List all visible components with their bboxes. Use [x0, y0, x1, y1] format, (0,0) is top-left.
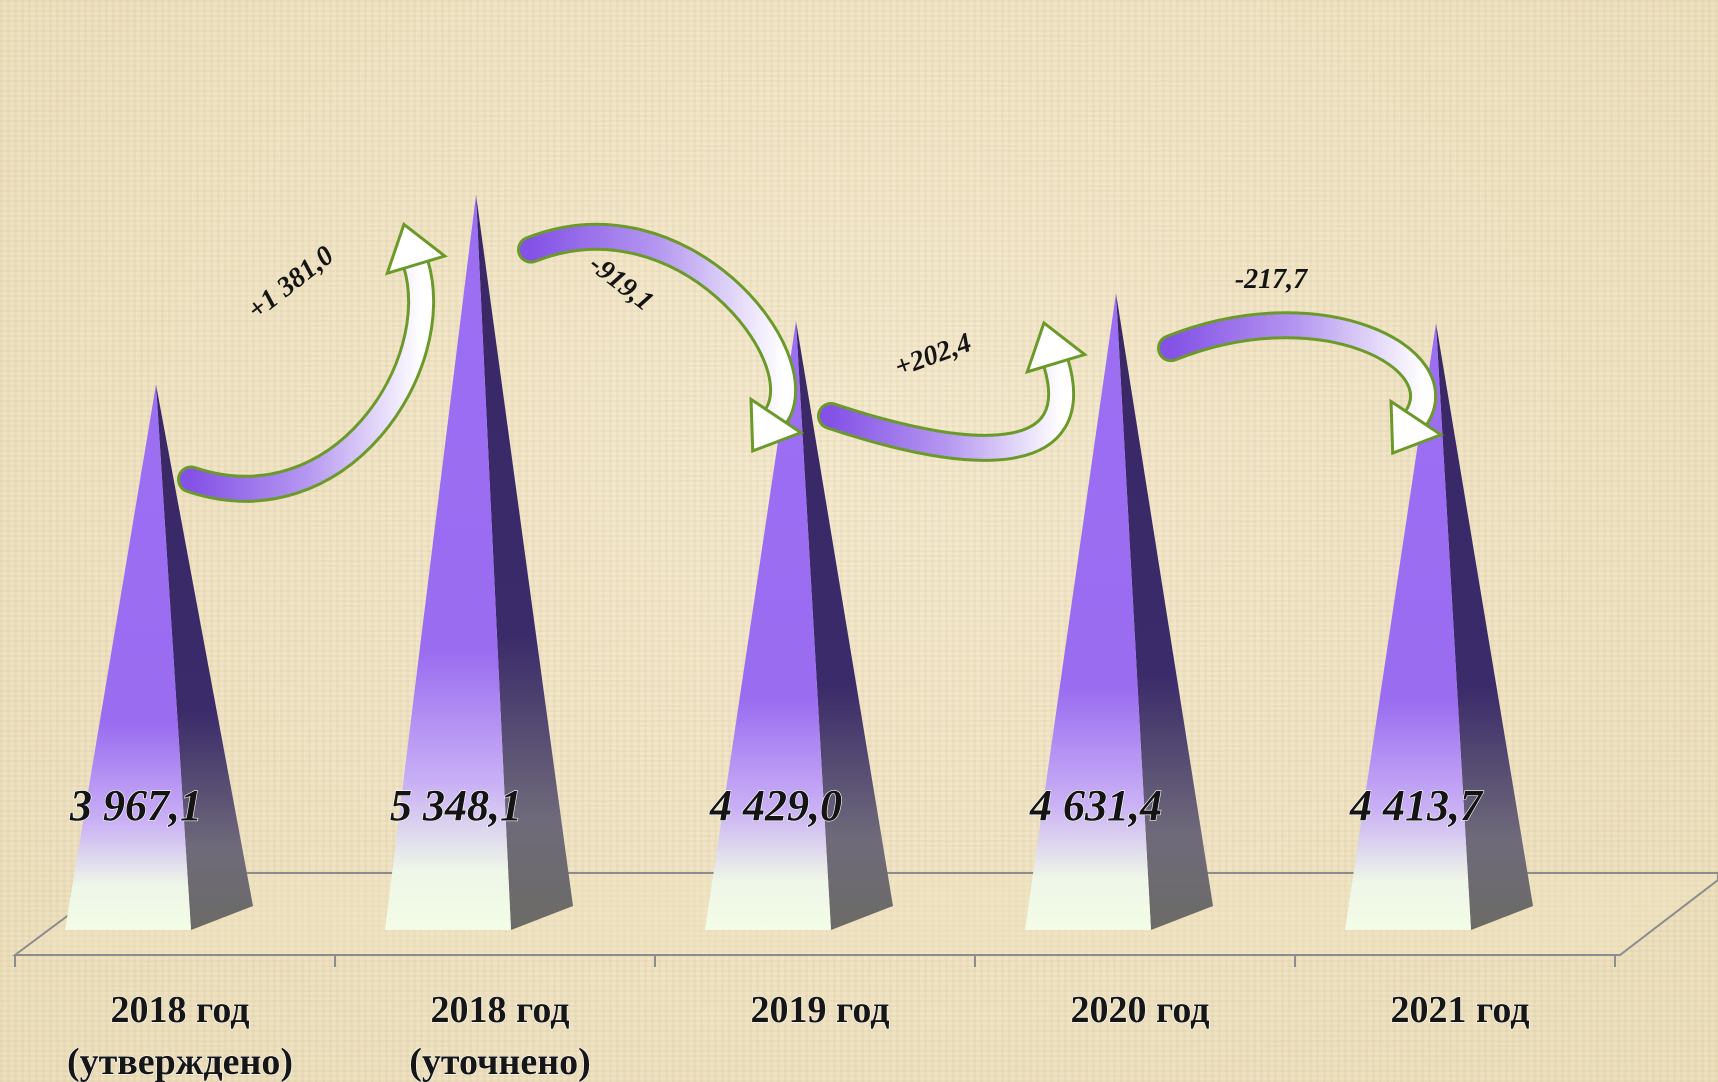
bar-value-label: 3 967,1 [69, 781, 202, 830]
arrow-head [1024, 320, 1088, 375]
bar-value-label: 4 429,0 [709, 781, 842, 830]
bar-side-face [156, 384, 253, 930]
bar [65, 384, 253, 930]
bar [385, 194, 573, 931]
bar-front-face [705, 321, 831, 930]
bar-side-face [796, 321, 893, 930]
bar [705, 321, 893, 930]
category-label: (уточнено) [409, 1041, 591, 1082]
bar-value-label: 5 348,1 [390, 781, 522, 830]
arrow-body [180, 253, 432, 500]
arrow-body [820, 352, 1073, 459]
bars-group [65, 194, 1533, 931]
arrow-body [520, 225, 795, 428]
change-label: -217,7 [1235, 264, 1308, 295]
arrow-body [1160, 314, 1434, 430]
bar-side-face [476, 194, 573, 931]
bar-value-label: 4 631,4 [1029, 781, 1162, 830]
category-label: 2018 год [431, 989, 570, 1031]
labels-group: 3 967,1 2018 год (утверждено) 5 348,1 2018 г… [66, 240, 1530, 1082]
change-arrow [817, 320, 1088, 462]
arrow-body-outline [177, 250, 435, 503]
bar [1025, 293, 1213, 930]
category-label: 2020 год [1071, 989, 1210, 1031]
bar-side-face [1116, 293, 1213, 930]
change-arrow [1157, 311, 1445, 456]
arrow-head [1389, 398, 1445, 456]
arrow-head [384, 221, 448, 276]
bar-side-face [1436, 323, 1533, 931]
change-arrow [517, 222, 805, 454]
bar-front-face [385, 194, 511, 931]
category-label: 2021 год [1391, 989, 1530, 1031]
bar-front-face [1025, 293, 1151, 930]
category-label: (утверждено) [67, 1041, 293, 1082]
change-arrow [177, 221, 448, 503]
category-label: 2018 год [111, 989, 250, 1031]
bar-front-face [65, 384, 191, 930]
change-arrows-group [177, 221, 1445, 503]
change-label: +1 381,0 [242, 240, 340, 326]
arrow-head [749, 396, 805, 454]
bar-value-label: 4 413,7 [1349, 781, 1484, 830]
bar-front-face [1345, 323, 1471, 931]
category-label: 2019 год [751, 989, 890, 1031]
change-label: +202,4 [891, 327, 976, 383]
bar [1345, 323, 1533, 931]
arrow-body-outline [517, 222, 798, 431]
